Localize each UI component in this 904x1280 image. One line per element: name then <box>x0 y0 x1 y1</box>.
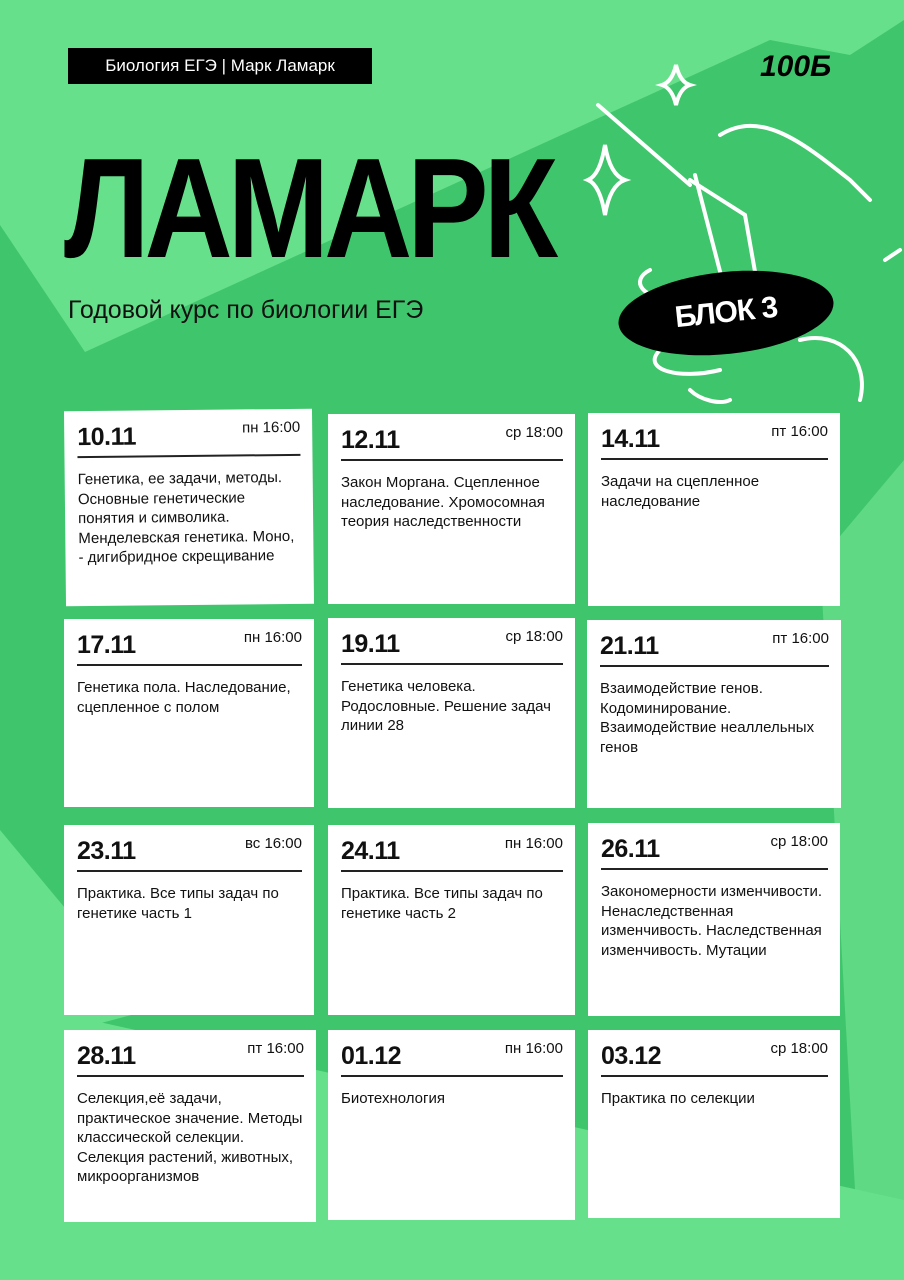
lesson-card: 19.11 ср 18:00 Генетика человека. Родослов… <box>328 618 575 808</box>
lesson-card: 28.11 пт 16:00 Селекция,её задачи, практич… <box>64 1030 316 1222</box>
lesson-date: 14.11 <box>601 425 660 453</box>
lesson-date: 26.11 <box>601 835 660 863</box>
lesson-date: 03.12 <box>601 1042 662 1070</box>
lesson-topic: Взаимодействие генов. Кодоминирование. В… <box>600 680 815 756</box>
lesson-header: 21.11 пт 16:00 <box>600 630 829 667</box>
lesson-time: пт 16:00 <box>771 423 828 440</box>
lesson-card: 10.11 пн 16:00 Генетика, ее задачи, методы… <box>63 408 315 607</box>
lesson-topic: Задачи на сцепленное наследование <box>601 473 760 510</box>
lesson-time: пт 16:00 <box>247 1040 304 1057</box>
lesson-date: 21.11 <box>600 632 659 660</box>
lesson-time: ср 18:00 <box>770 1040 828 1057</box>
lesson-header: 12.11 ср 18:00 <box>341 424 563 461</box>
lesson-date: 10.11 <box>77 422 137 452</box>
lesson-topic: Генетика человека. Родословные. Решение … <box>341 678 551 734</box>
brand-logo: 100Б <box>760 50 832 83</box>
lesson-date: 24.11 <box>341 837 400 865</box>
lesson-date: 23.11 <box>77 837 136 865</box>
course-tag: Биология ЕГЭ | Марк Ламарк <box>68 48 372 84</box>
lesson-card: 23.11 вс 16:00 Практика. Все типы задач по… <box>64 825 314 1015</box>
lesson-header: 01.12 пн 16:00 <box>341 1040 563 1077</box>
lesson-card: 21.11 пт 16:00 Взаимодействие генов. Кодом… <box>587 620 841 808</box>
pen-illustration-icon <box>596 103 902 404</box>
lesson-time: пн 16:00 <box>241 418 301 437</box>
lesson-card: 03.12 ср 18:00 Практика по селекции <box>588 1030 840 1218</box>
lesson-header: 17.11 пн 16:00 <box>77 629 302 666</box>
lesson-header: 23.11 вс 16:00 <box>77 835 302 872</box>
lesson-date: 17.11 <box>77 631 136 659</box>
lesson-topic: Селекция,её задачи, практическое значени… <box>77 1090 303 1185</box>
lesson-header: 14.11 пт 16:00 <box>601 423 828 460</box>
lesson-topic: Биотехнология <box>341 1090 445 1107</box>
lesson-time: ср 18:00 <box>505 628 563 645</box>
lesson-header: 03.12 ср 18:00 <box>601 1040 828 1077</box>
lesson-topic: Закон Моргана. Сцепленное наследование. … <box>341 474 545 530</box>
lesson-topic: Практика по селекции <box>601 1090 755 1107</box>
lesson-time: пн 16:00 <box>243 629 302 646</box>
lesson-time: вс 16:00 <box>244 835 302 852</box>
lesson-card: 01.12 пн 16:00 Биотехнология <box>328 1030 575 1220</box>
lesson-header: 24.11 пн 16:00 <box>341 835 563 872</box>
lesson-date: 28.11 <box>77 1042 136 1070</box>
sparkle-icon <box>582 64 697 216</box>
lesson-header: 19.11 ср 18:00 <box>341 628 563 665</box>
lesson-topic: Практика. Все типы задач по генетике час… <box>77 885 279 922</box>
lesson-card: 26.11 ср 18:00 Закономерности изменчивости… <box>588 823 840 1016</box>
lesson-time: пт 16:00 <box>772 630 829 647</box>
lesson-card: 12.11 ср 18:00 Закон Моргана. Сцепленное н… <box>328 414 575 604</box>
lesson-header: 26.11 ср 18:00 <box>601 833 828 870</box>
lesson-header: 28.11 пт 16:00 <box>77 1040 304 1077</box>
lesson-header: 10.11 пн 16:00 <box>77 418 301 459</box>
lesson-topic: Закономерности изменчивости. Ненаследств… <box>601 883 823 959</box>
lesson-card: 14.11 пт 16:00 Задачи на сцепленное наслед… <box>588 413 840 606</box>
lesson-time: ср 18:00 <box>770 833 828 850</box>
lesson-date: 19.11 <box>341 630 400 658</box>
page-subtitle: Годовой курс по биологии ЕГЭ <box>68 296 424 324</box>
page-title: ЛАМАРК <box>64 129 558 288</box>
lesson-time: пн 16:00 <box>504 835 563 852</box>
lesson-date: 01.12 <box>341 1042 402 1070</box>
lesson-topic: Генетика, ее задачи, методы. Основные ге… <box>77 469 295 567</box>
lesson-topic: Генетика пола. Наследование, сцепленное … <box>77 679 291 716</box>
lesson-time: ср 18:00 <box>505 424 563 441</box>
lesson-card: 24.11 пн 16:00 Практика. Все типы задач по… <box>328 825 575 1015</box>
lesson-topic: Практика. Все типы задач по генетике час… <box>341 885 543 922</box>
lesson-date: 12.11 <box>341 426 400 454</box>
lesson-card: 17.11 пн 16:00 Генетика пола. Наследование… <box>64 619 314 807</box>
lesson-time: пн 16:00 <box>504 1040 563 1057</box>
